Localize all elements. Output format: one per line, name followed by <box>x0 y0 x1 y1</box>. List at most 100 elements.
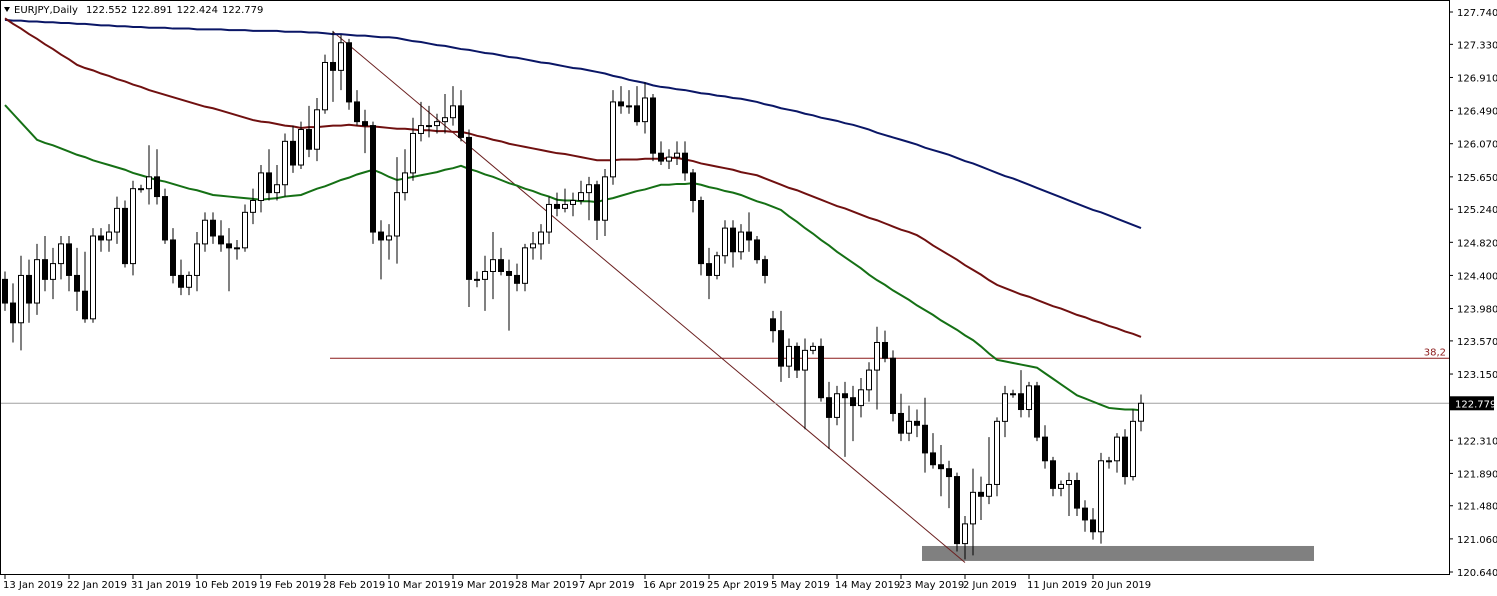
candle-body <box>178 274 184 288</box>
x-tick-label: 19 Mar 2019 <box>451 580 514 591</box>
candle-body <box>1138 402 1144 422</box>
candle-body <box>194 243 200 276</box>
candle-body <box>18 274 24 324</box>
candle-body <box>346 42 352 103</box>
candle-body <box>890 357 896 414</box>
plot-frame <box>0 0 1450 575</box>
candle-body <box>410 132 416 174</box>
candle-body <box>610 101 616 178</box>
candle-body <box>1066 480 1072 485</box>
candle-body <box>522 247 528 284</box>
candle-body <box>82 290 88 320</box>
moving-average <box>4 17 1142 338</box>
candle-body <box>906 420 912 434</box>
candle-body <box>850 397 856 407</box>
candle-body <box>882 341 888 359</box>
candle-body <box>466 136 472 280</box>
moving-average <box>4 18 1142 230</box>
candle-body <box>490 259 496 272</box>
candle-body <box>634 105 640 123</box>
candle-body <box>506 270 512 276</box>
candle-body <box>98 235 104 241</box>
candle-body <box>930 452 936 466</box>
candle-body <box>1130 420 1136 478</box>
candle-body <box>1098 460 1104 533</box>
candle-body <box>66 243 72 276</box>
candle-body <box>562 203 568 209</box>
candle-body <box>426 125 432 128</box>
candle-body <box>994 420 1000 485</box>
y-tick-label: 122.310 <box>1457 436 1497 447</box>
candle-body <box>874 341 880 371</box>
candle-body <box>738 231 744 253</box>
candle-body <box>858 389 864 407</box>
candle-body <box>34 259 40 304</box>
x-tick-label: 11 Jun 2019 <box>1027 580 1087 591</box>
candle-body <box>122 207 128 265</box>
x-tick-label: 31 Jan 2019 <box>131 580 191 591</box>
candle-body <box>282 140 288 186</box>
y-tick-label: 123.150 <box>1457 370 1497 381</box>
candle-body <box>986 483 992 497</box>
candle-body <box>946 468 952 478</box>
candle-body <box>618 101 624 107</box>
candle-body <box>698 200 704 265</box>
candle-body <box>546 203 552 233</box>
y-tick-label: 126.070 <box>1457 140 1497 151</box>
candle-body <box>658 152 664 162</box>
x-tick-label: 10 Mar 2019 <box>387 580 450 591</box>
candle-body <box>274 184 280 194</box>
ohlc-high: 122.891 <box>131 5 172 16</box>
candle-body <box>42 259 48 280</box>
candle-body <box>354 101 360 123</box>
candle-body <box>834 393 840 418</box>
trendline <box>332 31 966 563</box>
candle-body <box>330 61 336 71</box>
candle-body <box>794 345 800 371</box>
y-tick-label: 125.240 <box>1457 205 1497 216</box>
symbol-icon <box>4 7 10 12</box>
candle-body <box>594 184 600 221</box>
candle-body <box>770 318 776 332</box>
candle-body <box>778 330 784 367</box>
x-tick-label: 28 Feb 2019 <box>323 580 385 591</box>
candle-body <box>962 523 968 545</box>
candle-body <box>146 176 152 190</box>
candle-body <box>1042 436 1048 462</box>
candle-body <box>322 61 328 111</box>
x-tick-label: 10 Feb 2019 <box>195 580 257 591</box>
candle-body <box>826 397 832 418</box>
y-tick-label: 121.060 <box>1457 535 1497 546</box>
candle-body <box>170 239 176 276</box>
y-tick-label: 126.910 <box>1457 73 1497 84</box>
candle-body <box>74 274 80 292</box>
candle-body <box>1106 460 1112 463</box>
candle-body <box>866 369 872 391</box>
candle-body <box>1018 393 1024 411</box>
candle-body <box>1010 393 1016 396</box>
candle-body <box>186 274 192 288</box>
candle-body <box>202 219 208 245</box>
y-tick-label: 124.820 <box>1457 238 1497 249</box>
candle-body <box>1090 519 1096 533</box>
candle-body <box>626 105 632 108</box>
candle-body <box>538 231 544 245</box>
candle-body <box>450 105 456 119</box>
candle-body <box>730 227 736 253</box>
candle-body <box>298 129 304 166</box>
candle-body <box>666 156 672 162</box>
candle-body <box>210 219 216 237</box>
candle-body <box>642 97 648 123</box>
fib-level-label: 38,2 <box>1424 347 1446 358</box>
x-tick-label: 16 Apr 2019 <box>643 580 705 591</box>
candle-body <box>1058 483 1064 489</box>
support-zone <box>922 545 1314 561</box>
candle-body <box>378 231 384 241</box>
candle-body <box>650 97 656 154</box>
candle-body <box>578 192 584 202</box>
candle-body <box>394 192 400 237</box>
x-tick-label: 23 May 2019 <box>899 580 964 591</box>
plot-area: 38,2 <box>0 17 1449 563</box>
